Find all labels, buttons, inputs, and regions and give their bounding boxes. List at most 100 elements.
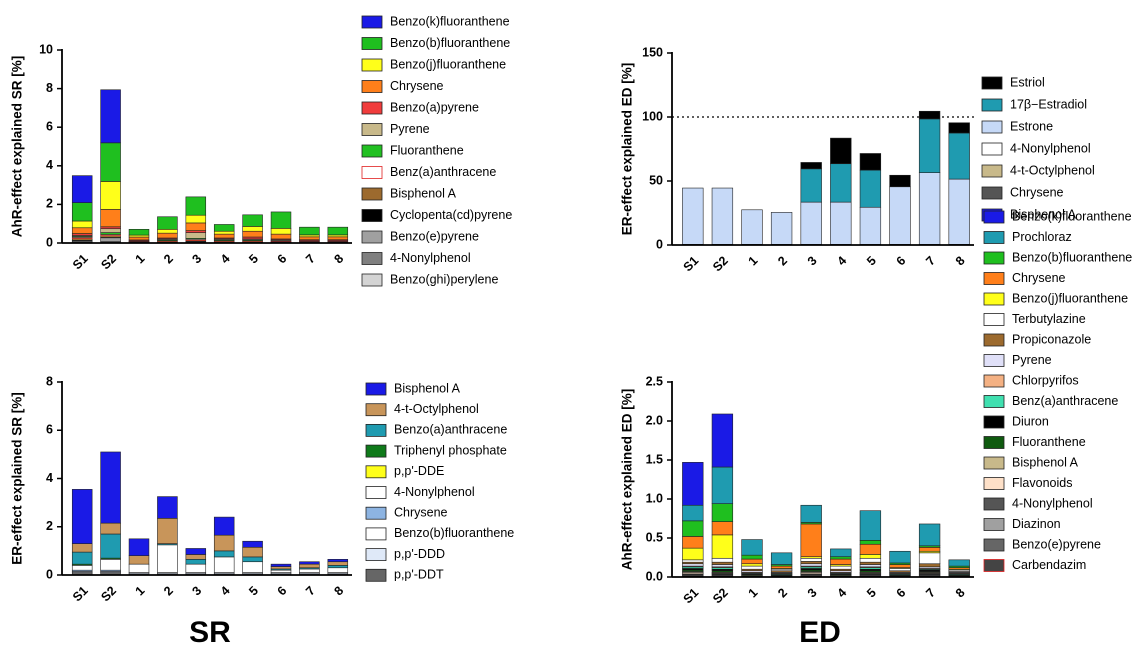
legend-swatch <box>981 98 1003 112</box>
bar-segment <box>800 557 822 562</box>
x-tick-label: 4 <box>218 584 233 599</box>
legend-label: Benzo(k)fluoranthene <box>390 14 510 28</box>
y-tick-label: 0 <box>656 237 663 251</box>
x-tick-label: S2 <box>98 584 119 605</box>
bar-segment <box>711 557 734 563</box>
legend-swatch <box>361 144 383 158</box>
x-tick-label: 5 <box>246 252 261 267</box>
legend-label: Benzo(b)fluoranthene <box>394 526 514 540</box>
bar-segment <box>185 548 207 555</box>
legend-label: Benz(a)anthracene <box>390 165 496 179</box>
bar-segment <box>859 153 882 171</box>
bar-segment <box>741 563 763 567</box>
bar-segment <box>299 563 320 569</box>
bar-segment <box>100 451 121 524</box>
legend-swatch <box>983 477 1005 490</box>
x-tick-label: S2 <box>98 252 119 273</box>
legend-label: Flavonoids <box>1012 476 1072 490</box>
legend-swatch <box>981 142 1003 156</box>
y-tick-label: 8 <box>46 374 53 388</box>
legend-label: Fluoranthene <box>1012 435 1086 449</box>
x-tick-label: 8 <box>331 584 346 599</box>
x-tick-label: 6 <box>275 584 290 599</box>
legend-label: Chrysene <box>394 505 448 519</box>
legend-swatch <box>365 486 387 499</box>
legend-swatch <box>365 527 387 541</box>
x-tick-label: S1 <box>681 586 702 607</box>
x-tick-label: 3 <box>805 254 820 269</box>
bar-segment <box>948 132 970 180</box>
bar-segment <box>830 163 852 203</box>
bar-segment <box>800 168 822 203</box>
bar-segment <box>327 559 349 563</box>
x-tick-label: 1 <box>746 254 761 269</box>
legend-label: Estriol <box>1010 75 1045 89</box>
bar-segment <box>741 539 763 556</box>
bar-segment <box>270 228 292 235</box>
bar-segment <box>100 559 121 571</box>
legend-label: Terbutylazine <box>1012 312 1086 326</box>
bar-segment <box>948 178 970 245</box>
legend-label: p,p'-DDT <box>394 568 444 582</box>
legend-swatch <box>983 272 1005 285</box>
x-tick-label: 6 <box>894 254 909 269</box>
legend-swatch <box>361 252 383 265</box>
bar-segment <box>299 236 320 241</box>
bar-segment <box>711 503 734 522</box>
bar-segment <box>800 201 822 245</box>
x-tick-label: 7 <box>303 584 318 599</box>
legend-label: 4-Nonylphenol <box>1012 496 1093 510</box>
bar-segment <box>213 230 235 235</box>
legend-swatch <box>361 187 383 201</box>
legend-swatch <box>983 333 1005 347</box>
y-tick-label: 4 <box>46 158 53 172</box>
legend-swatch <box>365 403 387 417</box>
bar-segment <box>889 568 911 572</box>
y-tick-label: 0.5 <box>646 530 663 544</box>
legend-label: Bisphenol A <box>390 186 457 200</box>
legend-swatch <box>361 15 383 29</box>
bar-segment <box>100 228 121 233</box>
legend-label: Prochloraz <box>1012 230 1072 244</box>
y-axis-label: AhR-effect explained ED [%] <box>620 389 635 571</box>
legend-swatch <box>365 548 387 561</box>
bar-segment <box>270 566 292 570</box>
bar-segment <box>770 212 793 245</box>
legend-swatch <box>365 382 387 396</box>
legend-label: 17β−Estradiol <box>1010 97 1087 111</box>
bar-segment <box>711 466 734 504</box>
x-tick-label: 2 <box>775 586 790 601</box>
bar-segment <box>157 216 178 230</box>
legend-swatch <box>361 209 383 222</box>
bar-segment <box>918 172 941 245</box>
legend-swatch <box>365 568 387 582</box>
legend-swatch <box>983 374 1005 388</box>
y-tick-label: 100 <box>642 109 663 123</box>
legend-label: Pyrene <box>390 122 430 136</box>
bar-segment <box>100 142 121 182</box>
legend-swatch <box>983 395 1005 408</box>
bar-segment <box>800 162 822 170</box>
bar-segment <box>213 233 235 239</box>
bar-segment <box>682 520 704 537</box>
bar-segment <box>213 534 235 552</box>
legend-label: 4-t-Octylphenol <box>1010 163 1095 177</box>
bar-segment <box>270 233 292 240</box>
bar-segment <box>830 201 852 245</box>
bar-segment <box>157 228 178 234</box>
legend-label: Cyclopenta(cd)pyrene <box>390 208 512 222</box>
legend-swatch <box>361 230 383 244</box>
bar-segment <box>682 187 704 245</box>
bar-segment <box>213 516 235 536</box>
legend-label: Benzo(ghi)perylene <box>390 272 498 286</box>
y-tick-label: 6 <box>46 119 53 133</box>
bar-segment <box>185 214 207 224</box>
bar-segment <box>948 559 970 567</box>
legend-swatch <box>365 506 387 520</box>
legend-swatch <box>361 80 383 93</box>
legend-label: Diazinon <box>1012 517 1061 531</box>
x-tick-label: 6 <box>894 586 909 601</box>
bar-segment <box>71 489 93 544</box>
bar-segment <box>157 496 178 519</box>
legend-swatch <box>983 251 1005 265</box>
